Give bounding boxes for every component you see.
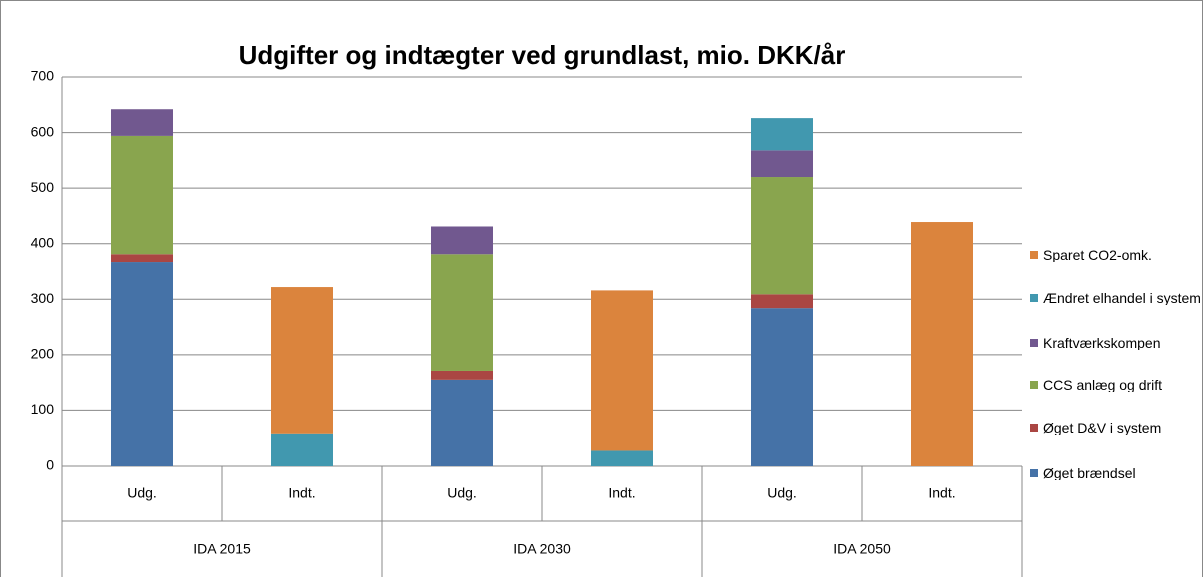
- bar-segment: [111, 262, 173, 466]
- bar-segment: [751, 177, 813, 295]
- legend-swatch: [1030, 381, 1038, 389]
- legend-item: Kraftværkskompen: [1030, 336, 1202, 350]
- bar-segment: [271, 287, 333, 434]
- y-tick-label: 300: [31, 290, 55, 306]
- x-tick-label: Udg.: [767, 485, 797, 501]
- x-tick-label: Indt.: [288, 485, 315, 501]
- bar-segment: [111, 254, 173, 263]
- group-label: IDA 2015: [193, 541, 251, 557]
- y-tick-label: 500: [31, 179, 55, 195]
- legend-label: CCS anlæg og drift: [1043, 378, 1163, 392]
- bar-segment: [751, 294, 813, 309]
- bar-segment: [591, 450, 653, 466]
- y-tick-label: 0: [46, 457, 54, 473]
- bar-segment: [751, 308, 813, 466]
- legend-label: Sparet CO2-omk.: [1043, 248, 1152, 262]
- bar-segment: [751, 150, 813, 178]
- legend-item: Øget brændsel: [1030, 466, 1202, 480]
- y-tick-label: 100: [31, 401, 55, 417]
- bar-segment: [591, 290, 653, 451]
- legend-label: Øget brændsel: [1043, 466, 1136, 480]
- legend-label: Kraftværkskompen: [1043, 336, 1161, 350]
- legend-label: Ændret elhandel i system: [1043, 291, 1201, 305]
- bar-segment: [431, 226, 493, 255]
- chart-title: Udgifter og indtægter ved grundlast, mio…: [239, 40, 846, 70]
- x-tick-label: Indt.: [608, 485, 635, 501]
- bar-segment: [431, 254, 493, 371]
- bar-segment: [111, 135, 173, 255]
- legend-swatch: [1030, 294, 1038, 302]
- bar-segment: [751, 118, 813, 151]
- legend-item: Øget D&V i system: [1030, 421, 1202, 435]
- bar-segment: [911, 222, 973, 466]
- group-label: IDA 2050: [833, 541, 891, 557]
- legend-swatch: [1030, 251, 1038, 259]
- y-tick-label: 400: [31, 234, 55, 250]
- x-tick-label: Udg.: [127, 485, 157, 501]
- bar-segment: [271, 433, 333, 466]
- bar-segment: [111, 109, 173, 136]
- y-tick-label: 700: [31, 68, 55, 84]
- legend-item: Ændret elhandel i system: [1030, 291, 1202, 305]
- legend-swatch: [1030, 424, 1038, 432]
- bar-segment: [431, 379, 493, 466]
- x-tick-label: Udg.: [447, 485, 477, 501]
- y-tick-label: 200: [31, 346, 55, 362]
- group-label: IDA 2030: [513, 541, 571, 557]
- legend-swatch: [1030, 469, 1038, 477]
- legend-item: Sparet CO2-omk.: [1030, 248, 1202, 262]
- x-tick-label: Indt.: [928, 485, 955, 501]
- y-tick-label: 600: [31, 123, 55, 139]
- legend-label: Øget D&V i system: [1043, 421, 1162, 435]
- legend-swatch: [1030, 339, 1038, 347]
- legend-item: CCS anlæg og drift: [1030, 378, 1202, 392]
- bar-segment: [431, 370, 493, 380]
